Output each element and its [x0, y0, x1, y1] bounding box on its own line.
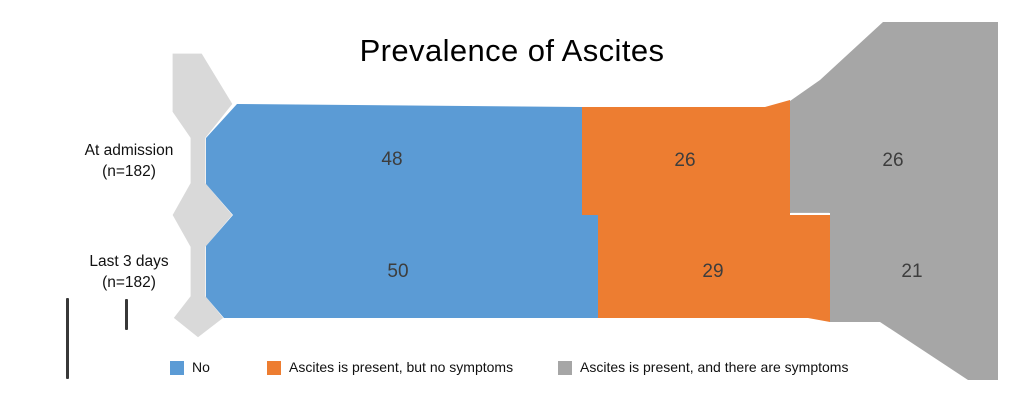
- stray-vertical-mark-short: [125, 299, 128, 330]
- category-label-last-3-days: Last 3 days (n=182): [49, 252, 209, 293]
- legend: No Ascites is present, but no symptoms A…: [0, 360, 1024, 378]
- value-label-row1-no: 48: [381, 149, 403, 170]
- value-label-row1-present-symptoms: 26: [882, 150, 904, 171]
- value-label-row2-present-symptoms: 21: [901, 261, 923, 282]
- category-label-line1: At admission: [84, 142, 174, 159]
- bar-row1-segment-no: [206, 104, 582, 215]
- category-label-at-admission: At admission (n=182): [49, 141, 209, 182]
- value-label-row1-present-no-symptoms: 26: [674, 150, 696, 171]
- legend-swatch-blue-icon: [170, 360, 184, 375]
- category-label-line2: (n=182): [102, 273, 156, 291]
- category-label-line1: Last 3 days: [89, 253, 169, 270]
- left-connector-ribbon: [171, 52, 234, 339]
- gray-funnel-symptoms: [790, 22, 998, 380]
- legend-item-present-no-symptoms: Ascites is present, but no symptoms: [267, 360, 513, 375]
- bar-row2-segment-no: [206, 215, 598, 318]
- legend-swatch-gray-icon: [558, 360, 572, 375]
- value-label-row2-present-no-symptoms: 29: [702, 261, 724, 282]
- legend-swatch-orange-icon: [267, 360, 281, 375]
- bar-row2-segment-present-no-symptoms: [598, 215, 830, 322]
- category-label-line2: (n=182): [102, 162, 156, 180]
- stray-vertical-mark-long: [66, 298, 69, 379]
- legend-label: Ascites is present, and there are sympto…: [580, 359, 849, 375]
- legend-label: No: [192, 359, 210, 375]
- legend-item-present-symptoms: Ascites is present, and there are sympto…: [558, 360, 848, 375]
- legend-label: Ascites is present, but no symptoms: [289, 359, 514, 375]
- legend-item-no: No: [170, 360, 210, 375]
- bar-row1-segment-present-no-symptoms: [582, 100, 790, 215]
- chart-title: Prevalence of Ascites: [359, 33, 665, 68]
- value-label-row2-no: 50: [387, 261, 409, 282]
